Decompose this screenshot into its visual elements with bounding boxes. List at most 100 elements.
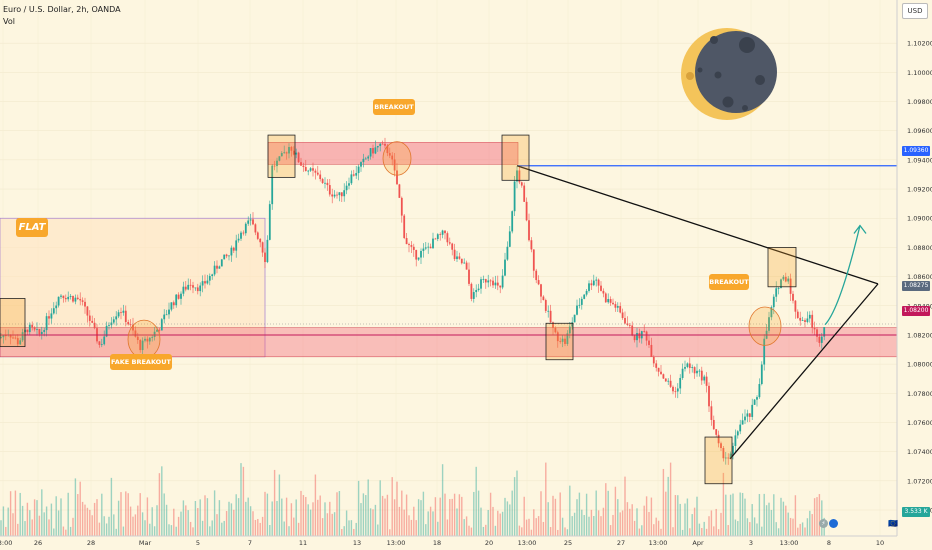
volume-bar <box>110 477 113 536</box>
volume-bar <box>561 517 564 536</box>
candle-body <box>434 238 437 240</box>
volume-bar <box>89 509 91 536</box>
volume-bar <box>662 468 665 536</box>
volume-bar <box>185 505 187 536</box>
volume-bar <box>144 520 146 536</box>
candle-body <box>748 413 751 417</box>
volume-bar <box>530 529 533 536</box>
volume-bar <box>26 502 29 536</box>
volume-bar <box>341 529 343 536</box>
currency-button[interactable]: USD <box>902 3 928 19</box>
candle-body <box>580 298 583 305</box>
candle-body <box>316 172 319 175</box>
candle-body <box>708 385 710 407</box>
volume-bar <box>230 503 233 536</box>
candle-body <box>309 168 312 171</box>
candle-body <box>552 322 554 328</box>
volume-bar <box>216 514 218 536</box>
volume-bar <box>578 492 581 536</box>
volume-bar <box>741 492 744 536</box>
volume-bar <box>194 501 197 536</box>
volume-bar <box>57 510 60 536</box>
bolt-icon[interactable]: ⚡ <box>819 519 828 528</box>
candle-body <box>319 174 322 180</box>
candle-body <box>739 424 742 432</box>
volume-bar <box>816 497 818 536</box>
volume-bar <box>458 494 461 536</box>
volume-bar <box>645 496 648 536</box>
volume-bar <box>415 520 417 536</box>
candle-body <box>405 238 408 245</box>
x-tick-label: 25 <box>564 539 572 547</box>
candle-body <box>780 279 782 289</box>
candle-body <box>724 457 727 459</box>
volume-bar <box>554 498 557 536</box>
volume-bar <box>122 526 125 536</box>
candle-body <box>439 234 442 236</box>
volume-bar <box>338 491 341 536</box>
candle-body <box>504 259 506 276</box>
volume-bar <box>794 495 797 536</box>
candle-body <box>597 279 600 286</box>
volume-bar <box>266 493 269 536</box>
dot-icon[interactable] <box>829 519 838 528</box>
candle-body <box>228 255 230 257</box>
candle-body <box>494 282 497 286</box>
volume-bar <box>504 497 506 536</box>
y-tick-label: 1.07800 <box>907 390 932 398</box>
volume-bar <box>593 515 595 536</box>
x-tick-label: 3 <box>749 539 753 547</box>
volume-bar <box>804 527 806 536</box>
candle-body <box>9 334 12 338</box>
volume-bar <box>463 519 465 536</box>
candle-body <box>660 371 662 375</box>
candle-body <box>0 337 2 339</box>
candle-body <box>36 329 38 330</box>
volume-bar <box>686 498 689 536</box>
volume-bar <box>446 519 449 536</box>
volume-bar <box>746 518 749 536</box>
volume-bar <box>693 507 696 536</box>
highlight-box <box>267 134 296 178</box>
volume-bar <box>357 480 360 536</box>
volume-bar <box>213 490 216 536</box>
volume-bar <box>590 509 593 536</box>
candle-body <box>93 322 96 329</box>
candle-body <box>508 231 511 247</box>
volume-bar <box>14 490 17 536</box>
candle-body <box>146 338 149 342</box>
volume-bar <box>151 507 153 536</box>
candle-body <box>544 300 547 311</box>
candle-body <box>475 290 478 293</box>
volume-bar <box>813 498 816 536</box>
candle-body <box>141 340 144 351</box>
volume-bar <box>257 518 259 536</box>
volume-bar <box>180 511 182 536</box>
candle-body <box>427 246 430 248</box>
breakout-circle <box>127 319 161 359</box>
volume-bar <box>621 510 624 536</box>
volume-bar <box>170 525 173 536</box>
y-tick-label: 1.09200 <box>907 186 932 194</box>
flag-icon[interactable]: 🇪🇺 <box>888 519 898 528</box>
candle-body <box>720 443 722 449</box>
candle-body <box>288 147 290 154</box>
volume-bar <box>597 510 600 536</box>
volume-bar <box>691 514 693 536</box>
candle-body <box>208 276 211 281</box>
fake-breakout-label: FAKE BREAKOUT <box>110 354 172 370</box>
candle-body <box>432 238 434 249</box>
candle-body <box>813 327 816 330</box>
volume-value-tag: 3.533 K <box>902 507 930 517</box>
candle-body <box>523 185 526 202</box>
x-tick-label: 8 <box>827 539 831 547</box>
x-tick-label: 5 <box>196 539 200 547</box>
candle-body <box>343 190 346 197</box>
volume-bar <box>607 490 609 536</box>
candle-body <box>772 296 775 308</box>
candle-body <box>48 316 50 319</box>
volume-bar <box>533 509 535 536</box>
volume-bar <box>93 502 96 536</box>
candle-body <box>264 252 266 263</box>
